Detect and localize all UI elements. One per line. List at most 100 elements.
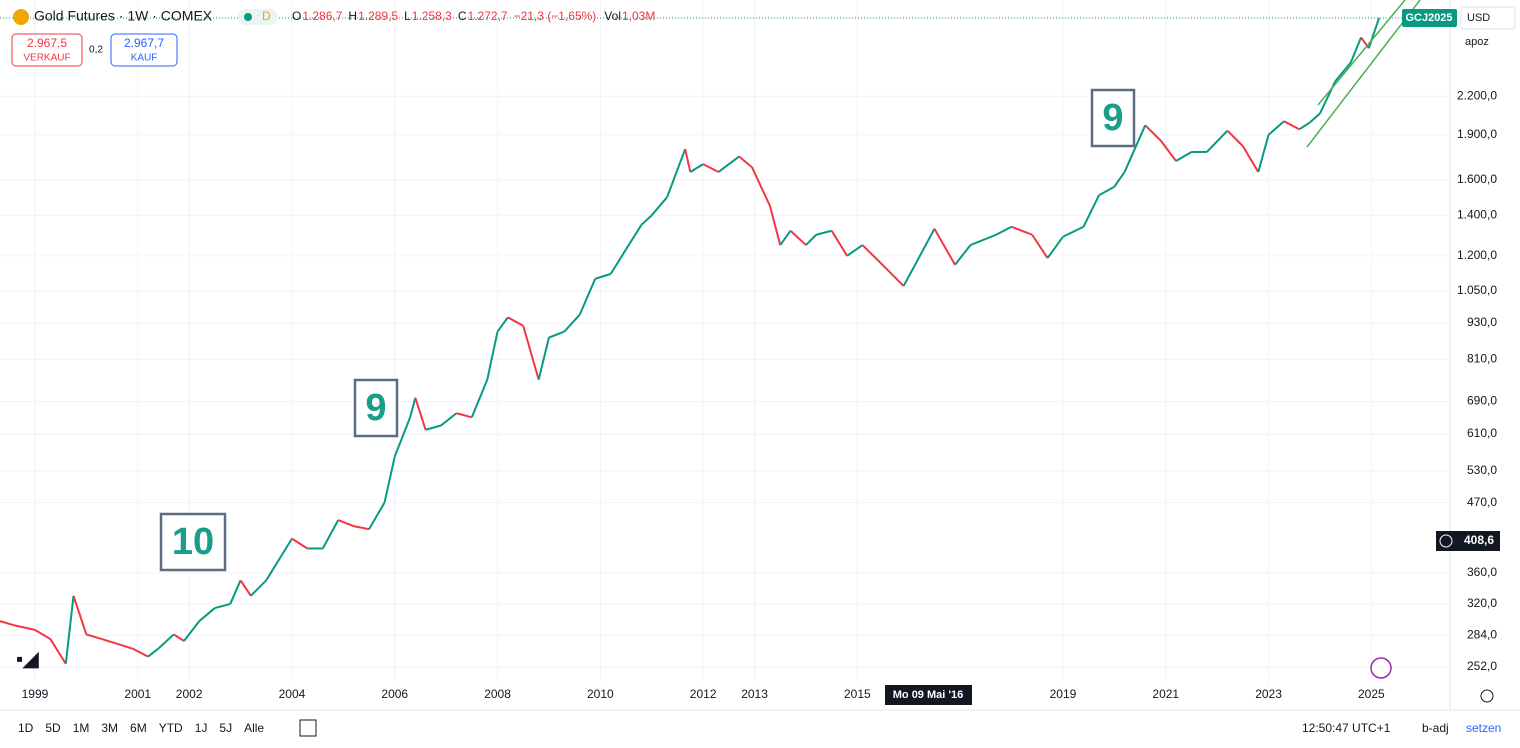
ohlc-value: 1.286,7 — [302, 9, 342, 23]
annotation-box — [353, 378, 399, 438]
price-segment — [496, 316, 509, 333]
sell-button[interactable] — [11, 33, 83, 67]
price-segment — [250, 579, 267, 597]
price-segment — [321, 519, 340, 549]
price-segment — [769, 205, 782, 246]
price-segment — [625, 224, 643, 250]
range-button[interactable]: 3M — [101, 721, 118, 735]
range-button[interactable]: 1D — [18, 721, 34, 735]
currency-button[interactable] — [1460, 6, 1516, 30]
price-segment — [337, 519, 354, 528]
setzen[interactable]: setzen — [1466, 721, 1501, 735]
ohlc-value: 1.289,5 — [358, 9, 398, 23]
scale-mode[interactable]: apoz — [1465, 36, 1489, 48]
ohlc-key: L — [404, 9, 411, 23]
x-tick-label: 2015 — [844, 687, 871, 701]
settings-icon[interactable] — [1480, 689, 1494, 703]
y-tick-label: 530,0 — [1467, 463, 1497, 477]
ohlc-key: O — [292, 9, 301, 23]
price-segment — [902, 266, 915, 287]
ohlc-value: 1.258,3 — [412, 9, 452, 23]
price-segment — [640, 214, 653, 226]
y-tick-label: 360,0 — [1467, 565, 1497, 579]
price-segment — [970, 233, 997, 247]
y-tick-label: 252,0 — [1467, 659, 1497, 673]
event-icon[interactable] — [1370, 657, 1392, 679]
currency: USD — [1467, 12, 1490, 24]
range-button[interactable]: 6M — [130, 721, 147, 735]
price-segment — [830, 230, 848, 257]
ohlc-key: H — [348, 9, 357, 23]
price-segment — [353, 525, 370, 531]
x-tick-label: 2013 — [741, 687, 768, 701]
price-segment — [1349, 37, 1363, 63]
price-segment — [1082, 194, 1100, 228]
price-segment — [456, 412, 473, 419]
price-segment — [1367, 17, 1381, 49]
range-button[interactable]: 5D — [45, 721, 61, 735]
contract-label: GCJ2025 — [1405, 12, 1452, 24]
price-segment — [805, 234, 817, 246]
price-segment — [913, 228, 936, 268]
price-segment — [229, 579, 242, 605]
price-segment — [1283, 120, 1300, 131]
price-segment — [1309, 112, 1321, 124]
price-segment — [1241, 145, 1260, 173]
price-segment — [548, 330, 565, 339]
date-range-icon[interactable] — [299, 719, 317, 737]
symbol[interactable]: Gold Futures · 1W · COMEX — [34, 8, 213, 24]
price-segment — [214, 602, 231, 610]
price-segment — [157, 633, 175, 650]
price-segment — [1226, 129, 1244, 147]
logo: ▪◢ — [16, 648, 39, 670]
price-segment — [1144, 124, 1162, 142]
price-segment — [239, 579, 252, 597]
annotation-box — [1090, 88, 1136, 148]
price-segment — [815, 229, 832, 236]
range-button[interactable]: 1J — [195, 721, 208, 735]
price-segment — [563, 313, 581, 333]
y-tick-label: 1.400,0 — [1457, 207, 1497, 221]
vol-value: 1,03M — [622, 9, 655, 23]
price-segment — [470, 379, 489, 418]
x-tick-label: 2010 — [587, 687, 614, 701]
price-segment — [1062, 225, 1084, 238]
range-button[interactable]: 1M — [73, 721, 90, 735]
y-tick-label: 610,0 — [1467, 426, 1497, 440]
price-segment — [666, 148, 687, 198]
x-tick-label: 2023 — [1255, 687, 1282, 701]
adjust[interactable]: b-adj — [1422, 721, 1449, 735]
range-button[interactable]: Alle — [244, 721, 264, 735]
ohlc-value: 1.272,7 — [468, 9, 508, 23]
crosshair-price: 408,6 — [1464, 533, 1494, 547]
price-segment — [954, 244, 972, 266]
buy-button[interactable] — [110, 33, 178, 67]
x-tick-label: 2002 — [176, 687, 203, 701]
plus-icon[interactable] — [1439, 534, 1453, 548]
price-segment — [1298, 121, 1311, 131]
price-segment — [537, 337, 550, 380]
price-segment — [49, 638, 67, 665]
price-segment — [291, 537, 308, 550]
price-segment — [1113, 171, 1126, 188]
price-segment — [101, 638, 118, 645]
x-tick-label: 2012 — [690, 687, 717, 701]
y-tick-label: 2.200,0 — [1457, 88, 1497, 102]
range-button[interactable]: 5J — [219, 721, 232, 735]
price-segment — [1098, 185, 1115, 197]
spread: 0,2 — [89, 45, 103, 56]
x-tick-label: 2008 — [484, 687, 511, 701]
badge: D — [262, 9, 271, 23]
price-segment — [86, 633, 103, 641]
price-segment — [522, 325, 540, 380]
y-tick-label: 1.050,0 — [1457, 283, 1497, 297]
price-segment — [173, 633, 185, 642]
price-segment — [34, 628, 51, 640]
x-tick-label: 2004 — [279, 687, 306, 701]
price-segment — [280, 538, 293, 556]
range-button[interactable]: YTD — [159, 721, 183, 735]
price-segment — [368, 502, 386, 530]
vol-key: Vol — [604, 9, 621, 23]
price-segment — [779, 230, 792, 246]
